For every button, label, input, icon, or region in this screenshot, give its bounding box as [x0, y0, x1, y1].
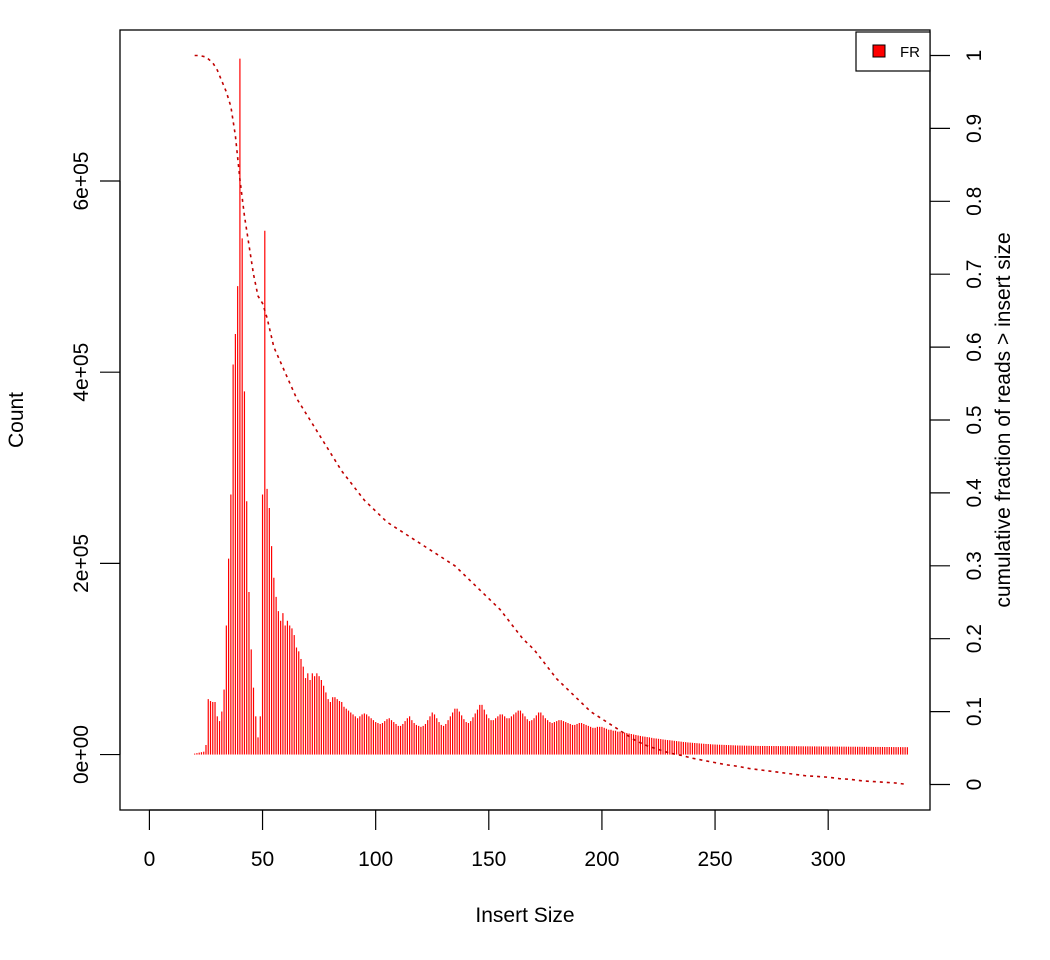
y2-tick-label-0: 0	[963, 779, 986, 791]
x-tick-label-300: 300	[811, 848, 846, 871]
x-axis: 0 50 100 150 200 250 300	[144, 809, 846, 871]
y2-tick-label-3: 0.3	[963, 551, 986, 580]
y-tick-label-0: 0e+00	[70, 725, 93, 784]
y-axis-label: Count	[5, 392, 28, 448]
x-tick-label-0: 0	[144, 848, 156, 871]
legend: FR	[855, 31, 931, 72]
x-axis-label: Insert Size	[475, 904, 574, 927]
cumulative-fraction-line	[194, 54, 908, 786]
x-tick-label-50: 50	[251, 848, 274, 871]
y2-tick-label-2: 0.2	[963, 624, 986, 653]
y-tick-label-2: 4e+05	[70, 343, 93, 402]
y2-tick-label-1: 0.1	[963, 697, 986, 726]
y2-tick-label-9: 0.9	[963, 114, 986, 143]
x-tick-label-100: 100	[358, 848, 393, 871]
y-axis-right: 0 0.1 0.2 0.3 0.4 0.5 0.6 0.7 0.8 0.9 1	[929, 50, 986, 791]
x-tick-label-250: 250	[698, 848, 733, 871]
x-tick-label-150: 150	[471, 848, 506, 871]
legend-box	[855, 31, 931, 72]
y2-tick-label-7: 0.7	[963, 260, 986, 289]
y2-tick-label-6: 0.6	[963, 333, 986, 362]
y-tick-label-1: 2e+05	[70, 534, 93, 593]
y2-tick-label-10: 1	[963, 50, 986, 62]
histogram-bars	[194, 58, 908, 755]
cumulative-curve-layer	[194, 54, 908, 786]
y2-tick-label-8: 0.8	[963, 187, 986, 216]
x-tick-label-200: 200	[584, 848, 619, 871]
y-tick-label-3: 6e+05	[70, 152, 93, 211]
y2-tick-label-5: 0.5	[963, 405, 986, 434]
y2-tick-label-4: 0.4	[963, 478, 986, 508]
legend-swatch-fr	[872, 44, 886, 58]
y-axis-left: 0e+00 2e+05 4e+05 6e+05	[70, 152, 121, 784]
y2-axis-label: cumulative fraction of reads > insert si…	[992, 232, 1015, 607]
plot-frame	[119, 29, 931, 811]
legend-label-fr: FR	[900, 44, 920, 61]
